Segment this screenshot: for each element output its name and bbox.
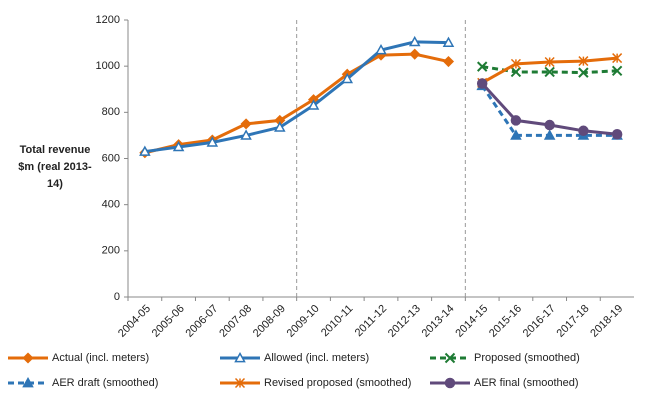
marker: [578, 125, 589, 137]
series-line: [144, 52, 449, 155]
marker: [476, 61, 488, 72]
legend-label: Actual (incl. meters): [52, 352, 149, 364]
y-tick-label: 400: [102, 199, 120, 211]
x-tick-label: 2012-13: [386, 303, 423, 340]
x-tick-label: 2017-18: [555, 303, 592, 340]
y-axis-label: Total revenue $m (real 2013-14): [18, 144, 92, 190]
x-tick-label: 2018-19: [588, 303, 625, 340]
marker: [240, 129, 252, 140]
marker: [409, 48, 421, 60]
y-tick-label: 200: [102, 245, 120, 257]
marker: [307, 99, 320, 110]
legend-label: Revised proposed (smoothed): [264, 377, 411, 389]
marker: [544, 66, 555, 78]
marker: [139, 145, 151, 156]
marker: [611, 65, 623, 76]
x-tick-label: 2008-09: [251, 303, 288, 340]
legend-label: Proposed (smoothed): [474, 352, 580, 364]
y-tick-label: 800: [102, 106, 120, 118]
x-tick-label: 2013-14: [420, 303, 457, 340]
marker: [612, 53, 623, 64]
x-tick-label: 2015-16: [487, 303, 524, 340]
marker: [408, 35, 421, 47]
marker: [510, 66, 522, 78]
legend-label: AER final (smoothed): [474, 377, 579, 389]
marker: [544, 119, 555, 131]
x-tick-label: 2005-06: [150, 303, 187, 340]
marker: [476, 78, 488, 89]
marker: [444, 377, 456, 389]
x-tick-label: 2006-07: [183, 303, 220, 340]
marker: [234, 351, 246, 363]
marker: [206, 136, 219, 147]
marker: [510, 58, 521, 69]
legend-label: AER draft (smoothed): [52, 377, 158, 389]
y-tick-label: 1000: [96, 60, 120, 72]
marker: [611, 129, 623, 140]
marker: [22, 352, 34, 364]
marker: [544, 56, 555, 68]
marker: [274, 121, 286, 132]
legend-label: Allowed (incl. meters): [264, 352, 369, 364]
marker: [172, 140, 185, 152]
y-tick-label: 600: [102, 152, 120, 164]
marker: [510, 115, 522, 126]
marker: [510, 129, 522, 140]
marker: [22, 376, 34, 388]
y-tick-label: 1200: [96, 14, 120, 26]
marker: [442, 55, 455, 68]
marker: [234, 377, 246, 389]
x-tick-label: 2016-17: [521, 303, 558, 340]
marker: [375, 43, 387, 55]
x-tick-label: 2004-05: [116, 303, 153, 340]
y-tick-label: 0: [114, 291, 120, 303]
x-tick-label: 2010-11: [319, 303, 355, 339]
marker: [444, 352, 456, 364]
marker: [341, 72, 354, 84]
x-tick-label: 2009-10: [285, 303, 322, 340]
marker: [578, 56, 589, 67]
marker: [578, 67, 589, 78]
marker: [543, 129, 556, 140]
marker: [240, 118, 252, 130]
series-line: [144, 40, 449, 154]
x-tick-label: 2011-12: [353, 303, 389, 339]
marker: [442, 36, 455, 47]
x-tick-label: 2007-08: [217, 303, 254, 340]
x-tick-label: 2014-15: [453, 303, 490, 340]
